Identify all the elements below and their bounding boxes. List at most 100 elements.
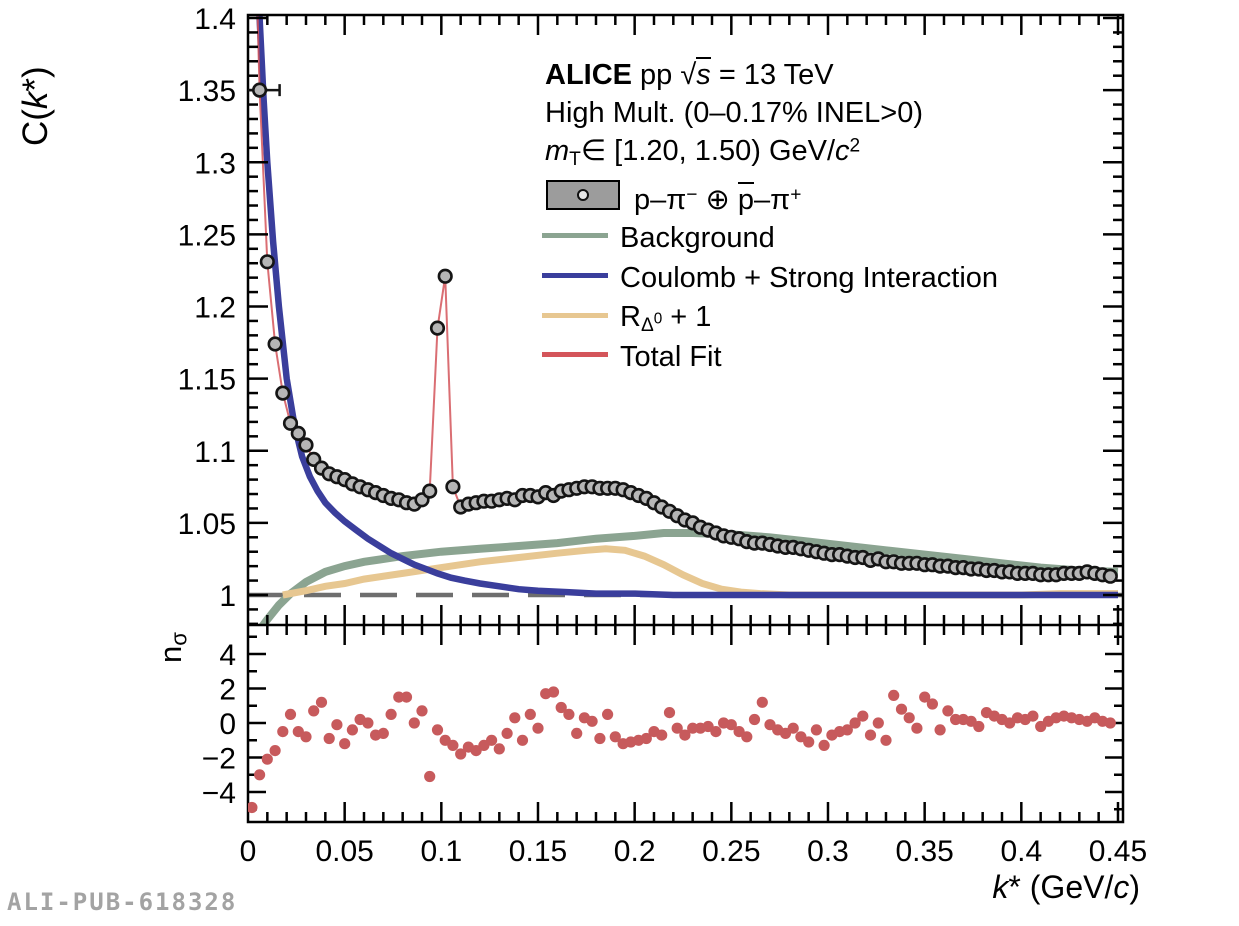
residual-point: [339, 738, 351, 750]
residual-point: [864, 729, 877, 741]
residual-point: [671, 722, 683, 734]
residual-point: [787, 722, 799, 734]
residual-point: [315, 696, 328, 708]
legend-swatch-totalfit: [542, 352, 608, 357]
residual-point: [741, 731, 753, 743]
residual-point: [710, 726, 722, 738]
legend-multiplicity-line: High Mult. (0–0.17% INEL>0): [545, 97, 923, 129]
legend-label-coulomb: Coulomb + Strong Interaction: [620, 262, 999, 294]
residual-point: [431, 724, 444, 736]
legend-label-rdelta: RΔ0 + 1: [620, 301, 712, 336]
residual-point: [486, 734, 498, 746]
svg-text:0.45: 0.45: [1089, 835, 1147, 868]
svg-text:0: 0: [219, 708, 236, 741]
residual-point: [640, 732, 652, 745]
residual-point: [377, 727, 389, 740]
residual-point: [656, 729, 668, 741]
residual-point: [1104, 717, 1116, 729]
residual-point: [1027, 710, 1039, 722]
residual-point: [926, 698, 939, 710]
residual-point: [609, 731, 621, 743]
main-y-axis-title: C(k*): [16, 66, 55, 146]
svg-text:0.3: 0.3: [807, 835, 849, 868]
residual-point: [501, 727, 513, 740]
legend-data-marker-box: [546, 180, 620, 210]
residual-point: [416, 705, 428, 717]
data-point: [445, 479, 461, 495]
correlation-data-points: [248, 82, 1118, 584]
residual-point: [586, 715, 598, 727]
legend-swatch-coulomb: [542, 273, 608, 278]
svg-text:−2: −2: [202, 743, 236, 776]
data-point: [1102, 568, 1118, 584]
residual-point: [261, 753, 273, 765]
residual-point: [300, 731, 312, 743]
legend-swatch-background: [542, 233, 608, 238]
residual-point: [888, 689, 900, 702]
svg-text:0.2: 0.2: [614, 835, 656, 868]
residual-point: [919, 691, 931, 703]
data-point: [282, 415, 299, 431]
svg-text:0.15: 0.15: [509, 835, 567, 868]
residual-point: [857, 710, 869, 722]
legend-mt-line: mT∈ [1.20, 1.50) GeV/c2: [545, 135, 861, 170]
alice-label: ALICE: [545, 59, 632, 91]
residual-point: [385, 708, 397, 721]
residual-point: [532, 722, 544, 734]
data-point: [259, 254, 275, 270]
residual-point: [331, 719, 343, 731]
residual-point: [756, 696, 768, 708]
residual-point: [555, 701, 567, 714]
svg-text:1.3: 1.3: [194, 147, 236, 180]
data-point: [267, 336, 283, 352]
residual-point: [424, 770, 436, 783]
residual-point: [934, 724, 946, 736]
residual-point: [509, 712, 521, 724]
residual-point: [594, 732, 606, 745]
residual-point: [942, 705, 954, 717]
svg-text:0: 0: [240, 835, 257, 868]
oplus-icon: ⊕: [697, 184, 738, 216]
residual-point: [455, 748, 467, 760]
svg-text:0.4: 0.4: [1000, 835, 1042, 868]
residual-point: [841, 724, 853, 736]
residual-point: [679, 729, 691, 741]
sqrt-icon: √: [680, 59, 697, 91]
legend-header-line: ALICE pp √s = 13 TeV: [545, 57, 834, 91]
residual-point: [895, 703, 908, 715]
svg-text:0.1: 0.1: [420, 835, 462, 868]
residual-point: [571, 727, 583, 740]
residual-point: [950, 713, 962, 726]
residual-point: [748, 713, 761, 726]
legend-label-background: Background: [620, 222, 775, 254]
residual-point: [725, 719, 737, 731]
data-point: [422, 483, 438, 499]
svg-text:1.35: 1.35: [178, 75, 236, 108]
svg-text:1.15: 1.15: [178, 364, 236, 397]
residual-point: [563, 708, 575, 721]
residual-point: [911, 722, 923, 734]
residual-point: [872, 717, 884, 729]
residual-point: [493, 743, 505, 755]
residual-point: [254, 769, 266, 781]
data-point: [252, 82, 268, 98]
residual-point: [687, 722, 699, 734]
residual-point: [346, 724, 358, 736]
residual-point: [248, 801, 258, 814]
legend-swatch-rdelta: [542, 313, 608, 318]
legend-pair-label: p–π− ⊕ p–π+: [634, 182, 802, 216]
residual-point: [880, 734, 892, 746]
circle-marker-icon: [577, 189, 589, 201]
residual-point: [602, 708, 614, 721]
plot-frame: [246, 13, 1125, 824]
residual-point: [903, 712, 915, 724]
residual-point: [408, 717, 420, 729]
svg-text:1.05: 1.05: [178, 508, 236, 541]
data-point: [298, 437, 314, 453]
ratio-y-axis-title: nσ: [153, 631, 192, 663]
residual-point: [810, 724, 823, 736]
data-point: [290, 425, 306, 442]
